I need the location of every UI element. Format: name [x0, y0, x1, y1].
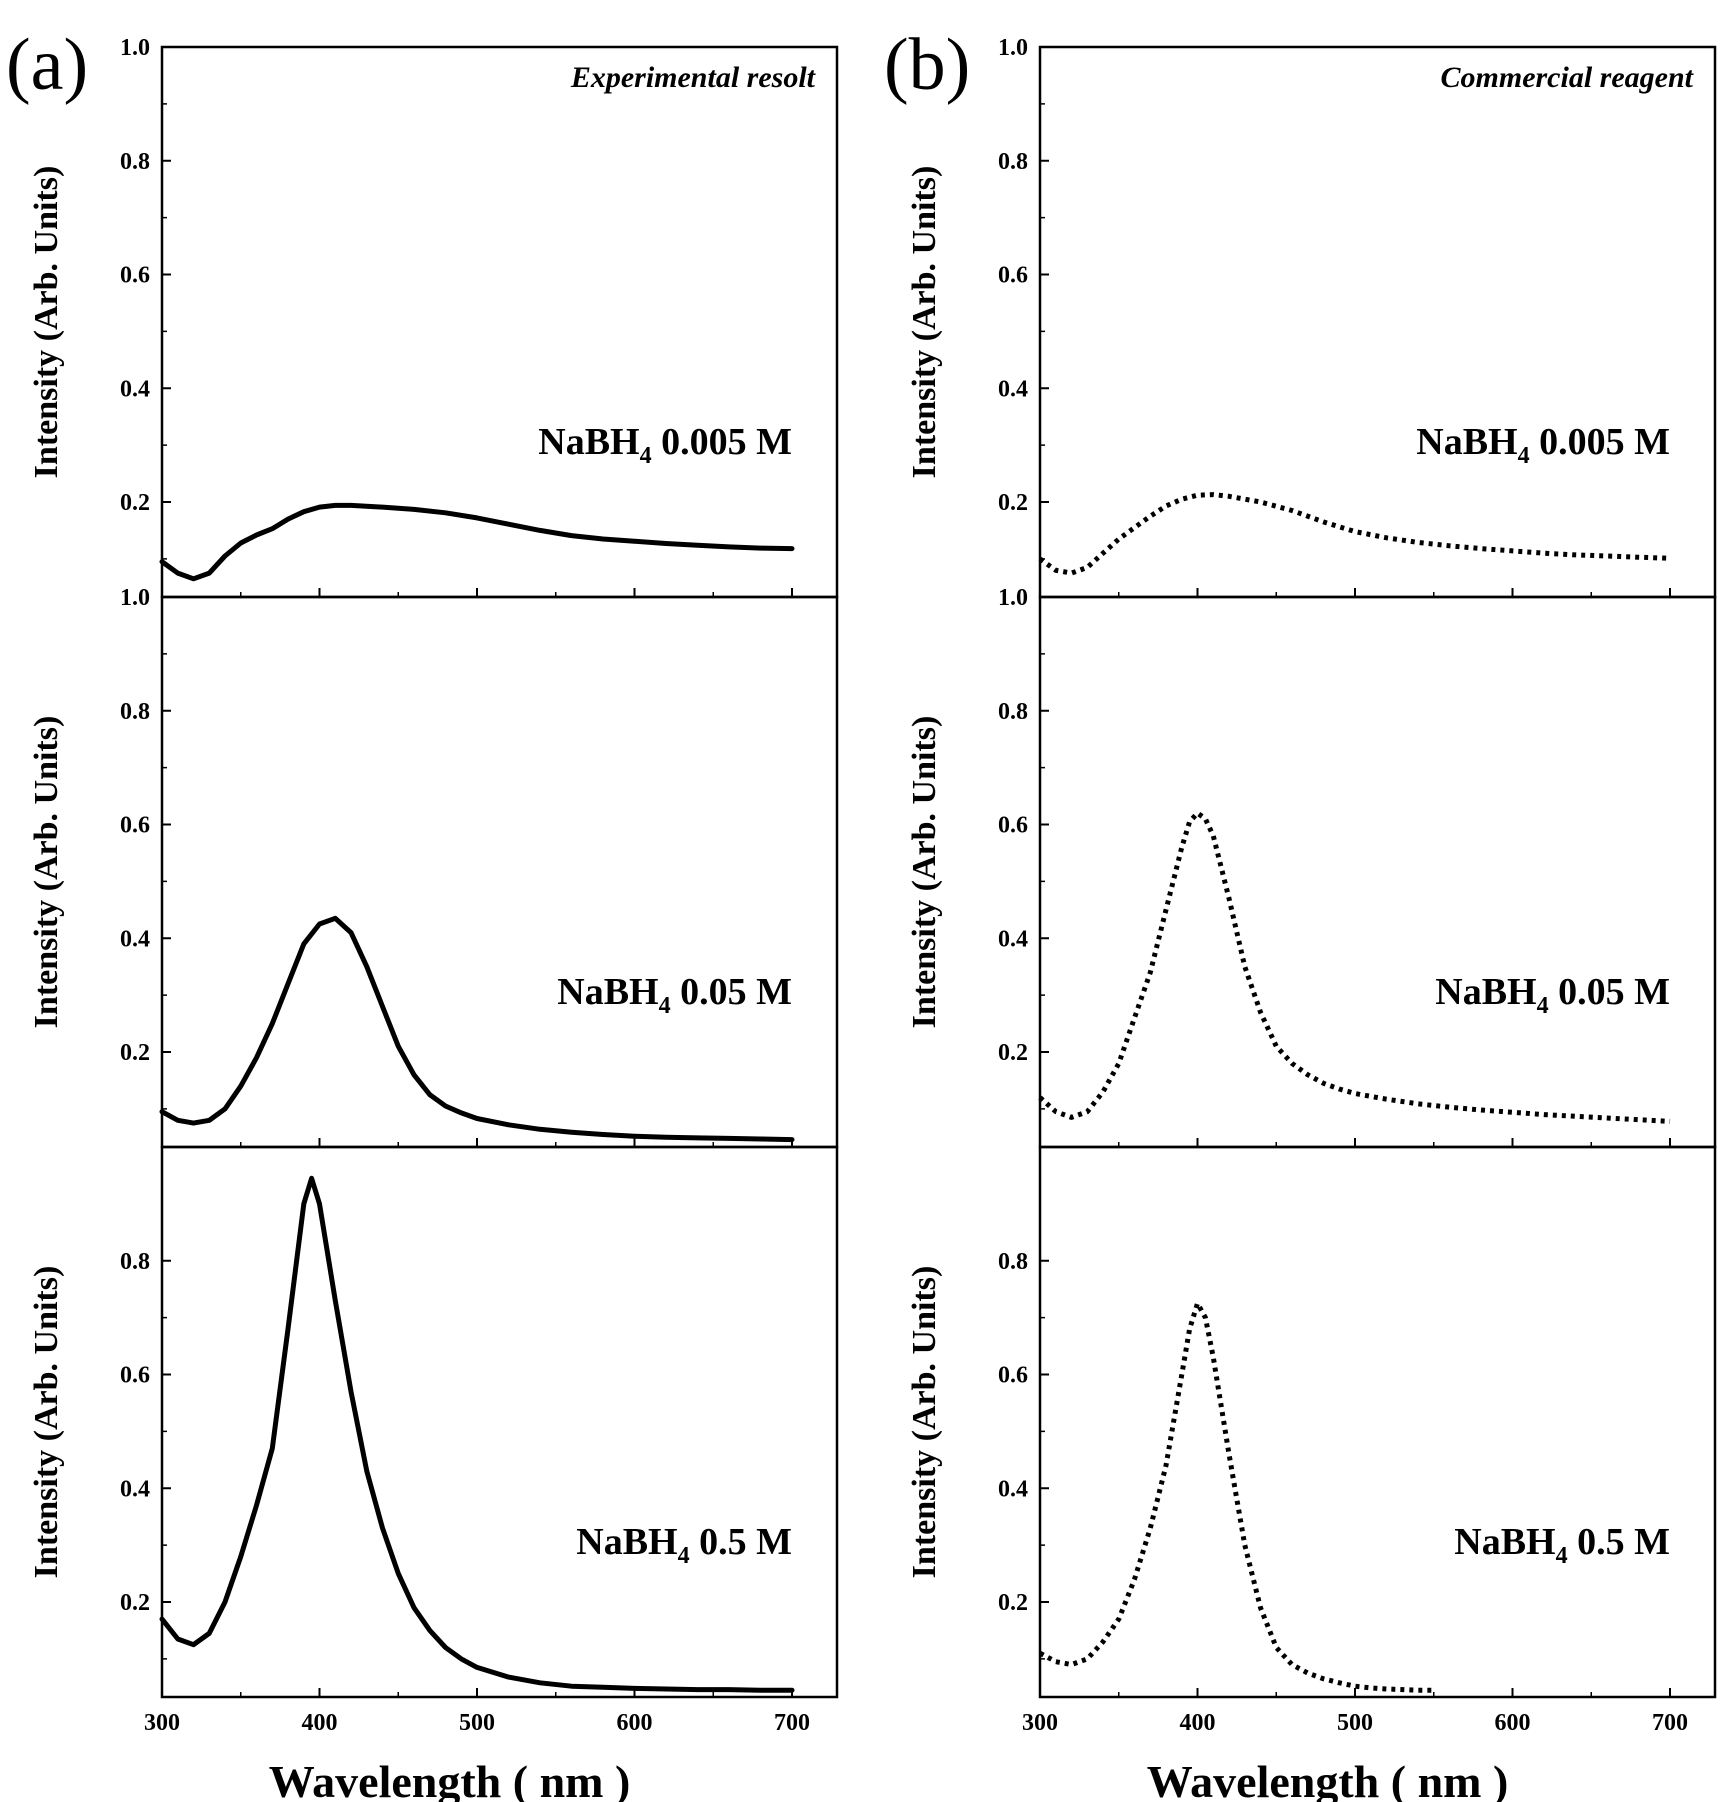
plot-frame — [1038, 595, 1717, 1149]
ytick-label: 0.6 — [120, 263, 150, 289]
series-line — [159, 915, 795, 1143]
ytick-label: 0.6 — [998, 813, 1028, 839]
panel-letter: (a) — [6, 24, 88, 106]
ytick-label: 0.4 — [998, 1476, 1028, 1502]
corner-note: Experimental resolt — [570, 61, 817, 94]
plot-frame — [1038, 1145, 1717, 1699]
xtick-label: 700 — [1652, 1710, 1688, 1736]
ytick-label: 0.2 — [120, 1590, 150, 1616]
ytick-label: 0.6 — [998, 263, 1028, 289]
ytick-label: 0.2 — [998, 1040, 1028, 1066]
ytick-label: 0.2 — [998, 1590, 1028, 1616]
chart-panel-0: 1.0 0.8 0.6 0.4 0.2 Intensity (Arb. Units) (a)… — [6, 24, 839, 599]
y-axis-label: Intensity (Arb. Units) — [906, 1266, 943, 1579]
y-axis-label: Intensity (Arb. Units) — [906, 166, 943, 479]
panel-letter: (b) — [884, 24, 970, 106]
ytick-label: 0.2 — [120, 1040, 150, 1066]
y-axis-label: Intensity (Arb. Units) — [28, 166, 65, 479]
ytick-label: 0.6 — [120, 1363, 150, 1389]
y-axis-label: Intensity (Arb. Units) — [28, 716, 65, 1029]
chart-panel-2: 0.8 0.6 0.4 0.2 300 400 500 600 700 Intensity (Ar… — [28, 1145, 839, 1802]
x-axis-label: Wavelength ( nm ) — [1147, 1756, 1509, 1802]
series-line — [1038, 810, 1671, 1124]
xtick-label: 600 — [617, 1710, 653, 1736]
chart-panel-5: 0.8 0.6 0.4 0.2 300 400 500 600 700 Intensity (Ar… — [906, 1145, 1717, 1802]
series-label: NaBH4 0.5 M — [1454, 1521, 1670, 1569]
ytick-label: 0.8 — [998, 149, 1028, 175]
chart-panel-3: 1.0 0.8 0.6 0.4 0.2 Intensity (Arb. Units) (b)… — [884, 24, 1717, 599]
xtick-label: 400 — [1180, 1710, 1216, 1736]
ytick-label: 0.4 — [120, 1476, 150, 1502]
plot-frame — [1038, 45, 1717, 599]
xtick-label: 400 — [302, 1710, 338, 1736]
ytick-label: 0.2 — [998, 490, 1028, 516]
chart-panel-1: 1.0 0.8 0.6 0.4 0.2 Intensity (Arb. Units) NaB… — [28, 585, 839, 1149]
ytick-label: 1.0 — [120, 35, 150, 61]
plot-frame — [160, 1145, 839, 1699]
ytick-label: 0.8 — [998, 699, 1028, 725]
xtick-label: 300 — [1022, 1710, 1058, 1736]
ytick-label: 0.4 — [998, 376, 1028, 402]
xtick-label: 300 — [144, 1710, 180, 1736]
ytick-label: 0.4 — [120, 376, 150, 402]
plot-frame — [160, 595, 839, 1149]
ytick-label: 0.6 — [120, 813, 150, 839]
xtick-label: 700 — [774, 1710, 810, 1736]
ytick-label: 0.8 — [120, 149, 150, 175]
ytick-label: 1.0 — [120, 585, 150, 611]
series-line — [159, 502, 795, 582]
series-line — [1038, 492, 1671, 576]
chart-panel-4: 1.0 0.8 0.6 0.4 0.2 Intensity (Arb. Units) NaB… — [906, 585, 1717, 1149]
series-label: NaBH4 0.05 M — [1435, 971, 1670, 1019]
ytick-label: 0.6 — [998, 1363, 1028, 1389]
series-label: NaBH4 0.005 M — [1416, 421, 1670, 469]
ytick-label: 0.8 — [120, 699, 150, 725]
ytick-label: 0.4 — [120, 926, 150, 952]
series-label: NaBH4 0.005 M — [538, 421, 792, 469]
xtick-label: 600 — [1495, 1710, 1531, 1736]
ytick-label: 0.2 — [120, 490, 150, 516]
ytick-label: 1.0 — [998, 35, 1028, 61]
xtick-label: 500 — [1337, 1710, 1373, 1736]
x-axis-label: Wavelength ( nm ) — [269, 1756, 631, 1802]
ytick-label: 0.8 — [998, 1249, 1028, 1275]
ytick-label: 0.4 — [998, 926, 1028, 952]
xtick-label: 500 — [459, 1710, 495, 1736]
y-axis-label: Intensity (Arb. Units) — [28, 1266, 65, 1579]
plot-frame — [160, 45, 839, 599]
ytick-label: 1.0 — [998, 585, 1028, 611]
y-axis-label: Intensity (Arb. Units) — [906, 716, 943, 1029]
ytick-label: 0.8 — [120, 1249, 150, 1275]
series-label: NaBH4 0.5 M — [576, 1521, 792, 1569]
series-label: NaBH4 0.05 M — [557, 971, 792, 1019]
series-line — [159, 1175, 795, 1693]
series-line — [1038, 1300, 1434, 1693]
corner-note: Commercial reagent — [1441, 61, 1695, 94]
